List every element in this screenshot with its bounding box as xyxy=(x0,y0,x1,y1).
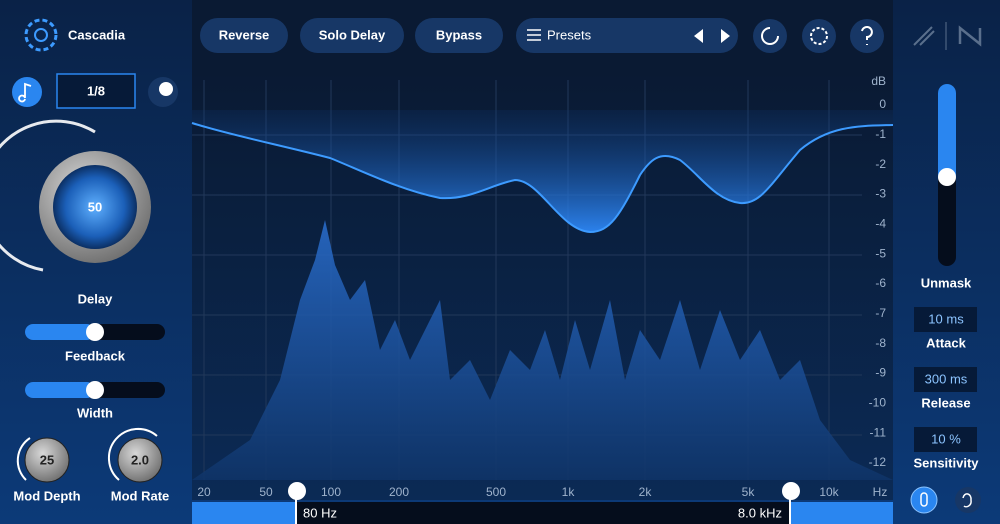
settings-button[interactable] xyxy=(802,19,836,53)
feedback-fill xyxy=(25,324,95,340)
db-tick: -2 xyxy=(875,157,886,171)
ear-icon xyxy=(962,493,972,508)
freq-tick: 2k xyxy=(639,485,653,499)
listen-mode-icon xyxy=(920,492,928,507)
freq-tick: 10k xyxy=(819,485,839,499)
freq-tick: 20 xyxy=(197,485,211,499)
db-tick: -10 xyxy=(869,396,887,410)
unmask-thumb[interactable] xyxy=(938,168,956,186)
note-icon xyxy=(18,82,32,103)
presets-list-icon xyxy=(527,29,541,41)
unmask-label: Unmask xyxy=(921,275,972,290)
presets-label: Presets xyxy=(547,27,592,42)
db-tick: -1 xyxy=(875,127,886,141)
preset-next[interactable] xyxy=(721,29,730,43)
solo-delay-button[interactable] xyxy=(300,18,404,53)
bypass-label: Bypass xyxy=(436,27,482,42)
mod-depth-arc xyxy=(16,437,31,481)
sync-value: 1/8 xyxy=(87,83,105,98)
feedback-thumb[interactable] xyxy=(86,323,104,341)
mod-depth-knob[interactable] xyxy=(24,437,70,483)
mod-depth-label: Mod Depth xyxy=(13,488,80,503)
freq-tick: Hz xyxy=(873,485,888,499)
low-cut-value: 80 Hz xyxy=(303,505,337,520)
reverse-label: Reverse xyxy=(219,27,270,42)
width-thumb[interactable] xyxy=(86,381,104,399)
db-tick: -3 xyxy=(875,187,886,201)
width-label: Width xyxy=(77,405,113,420)
high-cut-handle[interactable] xyxy=(782,482,800,500)
mod-depth-value: 25 xyxy=(40,452,54,467)
width-fill xyxy=(25,382,95,398)
preset-prev[interactable] xyxy=(694,29,703,43)
settings-icon xyxy=(810,27,828,45)
spectrum xyxy=(192,220,893,480)
freq-tick: 5k xyxy=(742,485,756,499)
sync-value-box[interactable] xyxy=(56,73,136,109)
low-cut-handle[interactable] xyxy=(288,482,306,500)
help-icon xyxy=(861,26,873,45)
sensitivity-label: Sensitivity xyxy=(913,455,979,470)
brand-logo-core xyxy=(34,28,48,42)
izotope-logo xyxy=(913,26,935,46)
db-tick: -6 xyxy=(875,276,886,290)
freq-tick: 500 xyxy=(486,485,506,499)
db-tick: -7 xyxy=(875,306,886,320)
ni-logo xyxy=(958,25,982,47)
db-ticks: 0 -1 -2 -3 -4 -5 -6 -7 -8 -9 -10 -11 -12 xyxy=(869,97,887,469)
ping-pong-icon xyxy=(159,82,173,96)
high-cut-value: 8.0 kHz xyxy=(738,505,782,520)
sync-toggle[interactable] xyxy=(12,77,42,107)
delay-label: Delay xyxy=(78,291,113,306)
feedback-label: Feedback xyxy=(65,348,126,363)
mod-rate-arc xyxy=(107,427,158,481)
db-tick: -12 xyxy=(869,455,887,469)
release-box[interactable] xyxy=(914,367,977,392)
db-tick: -9 xyxy=(875,366,886,380)
presets-bar[interactable] xyxy=(516,18,738,53)
pass-zone xyxy=(295,502,790,524)
delay-arc xyxy=(0,119,96,272)
mod-rate-label: Mod Rate xyxy=(111,488,170,503)
sensitivity-box[interactable] xyxy=(914,427,977,452)
delay-value: 50 xyxy=(88,199,102,214)
high-cut-zone xyxy=(790,502,893,524)
attack-label: Attack xyxy=(926,335,967,350)
db-tick: -5 xyxy=(875,246,886,260)
release-value: 300 ms xyxy=(925,371,968,386)
low-cut-zone xyxy=(192,502,295,524)
listen-mode-button[interactable] xyxy=(910,486,938,514)
db-unit: dB xyxy=(871,74,886,88)
brand-name: Cascadia xyxy=(68,27,126,42)
unmask-fill xyxy=(938,84,956,184)
db-tick: -4 xyxy=(875,217,886,231)
attack-value: 10 ms xyxy=(928,311,964,326)
curve-glow xyxy=(192,110,893,232)
release-label: Release xyxy=(921,395,970,410)
eq-curve xyxy=(191,122,894,234)
sensitivity-value: 10 % xyxy=(931,431,961,446)
freq-tick: 200 xyxy=(389,485,409,499)
db-tick: -8 xyxy=(875,336,886,350)
freq-tick: 50 xyxy=(259,485,273,499)
db-tick: 0 xyxy=(879,97,886,111)
delay-knob[interactable] xyxy=(53,165,137,249)
attack-box[interactable] xyxy=(914,307,977,332)
db-tick: -11 xyxy=(870,425,887,439)
history-icon xyxy=(761,27,779,45)
freq-tick: 1k xyxy=(562,485,576,499)
mod-rate-value: 2.0 xyxy=(131,452,149,467)
freq-tick: 100 xyxy=(321,485,341,499)
reverse-button[interactable] xyxy=(200,18,288,53)
solo-delay-label: Solo Delay xyxy=(319,27,386,42)
mod-rate-knob[interactable] xyxy=(117,437,163,483)
audition-button[interactable] xyxy=(955,487,981,513)
bypass-button[interactable] xyxy=(415,18,503,53)
brand-logo xyxy=(24,18,58,52)
history-button[interactable] xyxy=(753,19,787,53)
